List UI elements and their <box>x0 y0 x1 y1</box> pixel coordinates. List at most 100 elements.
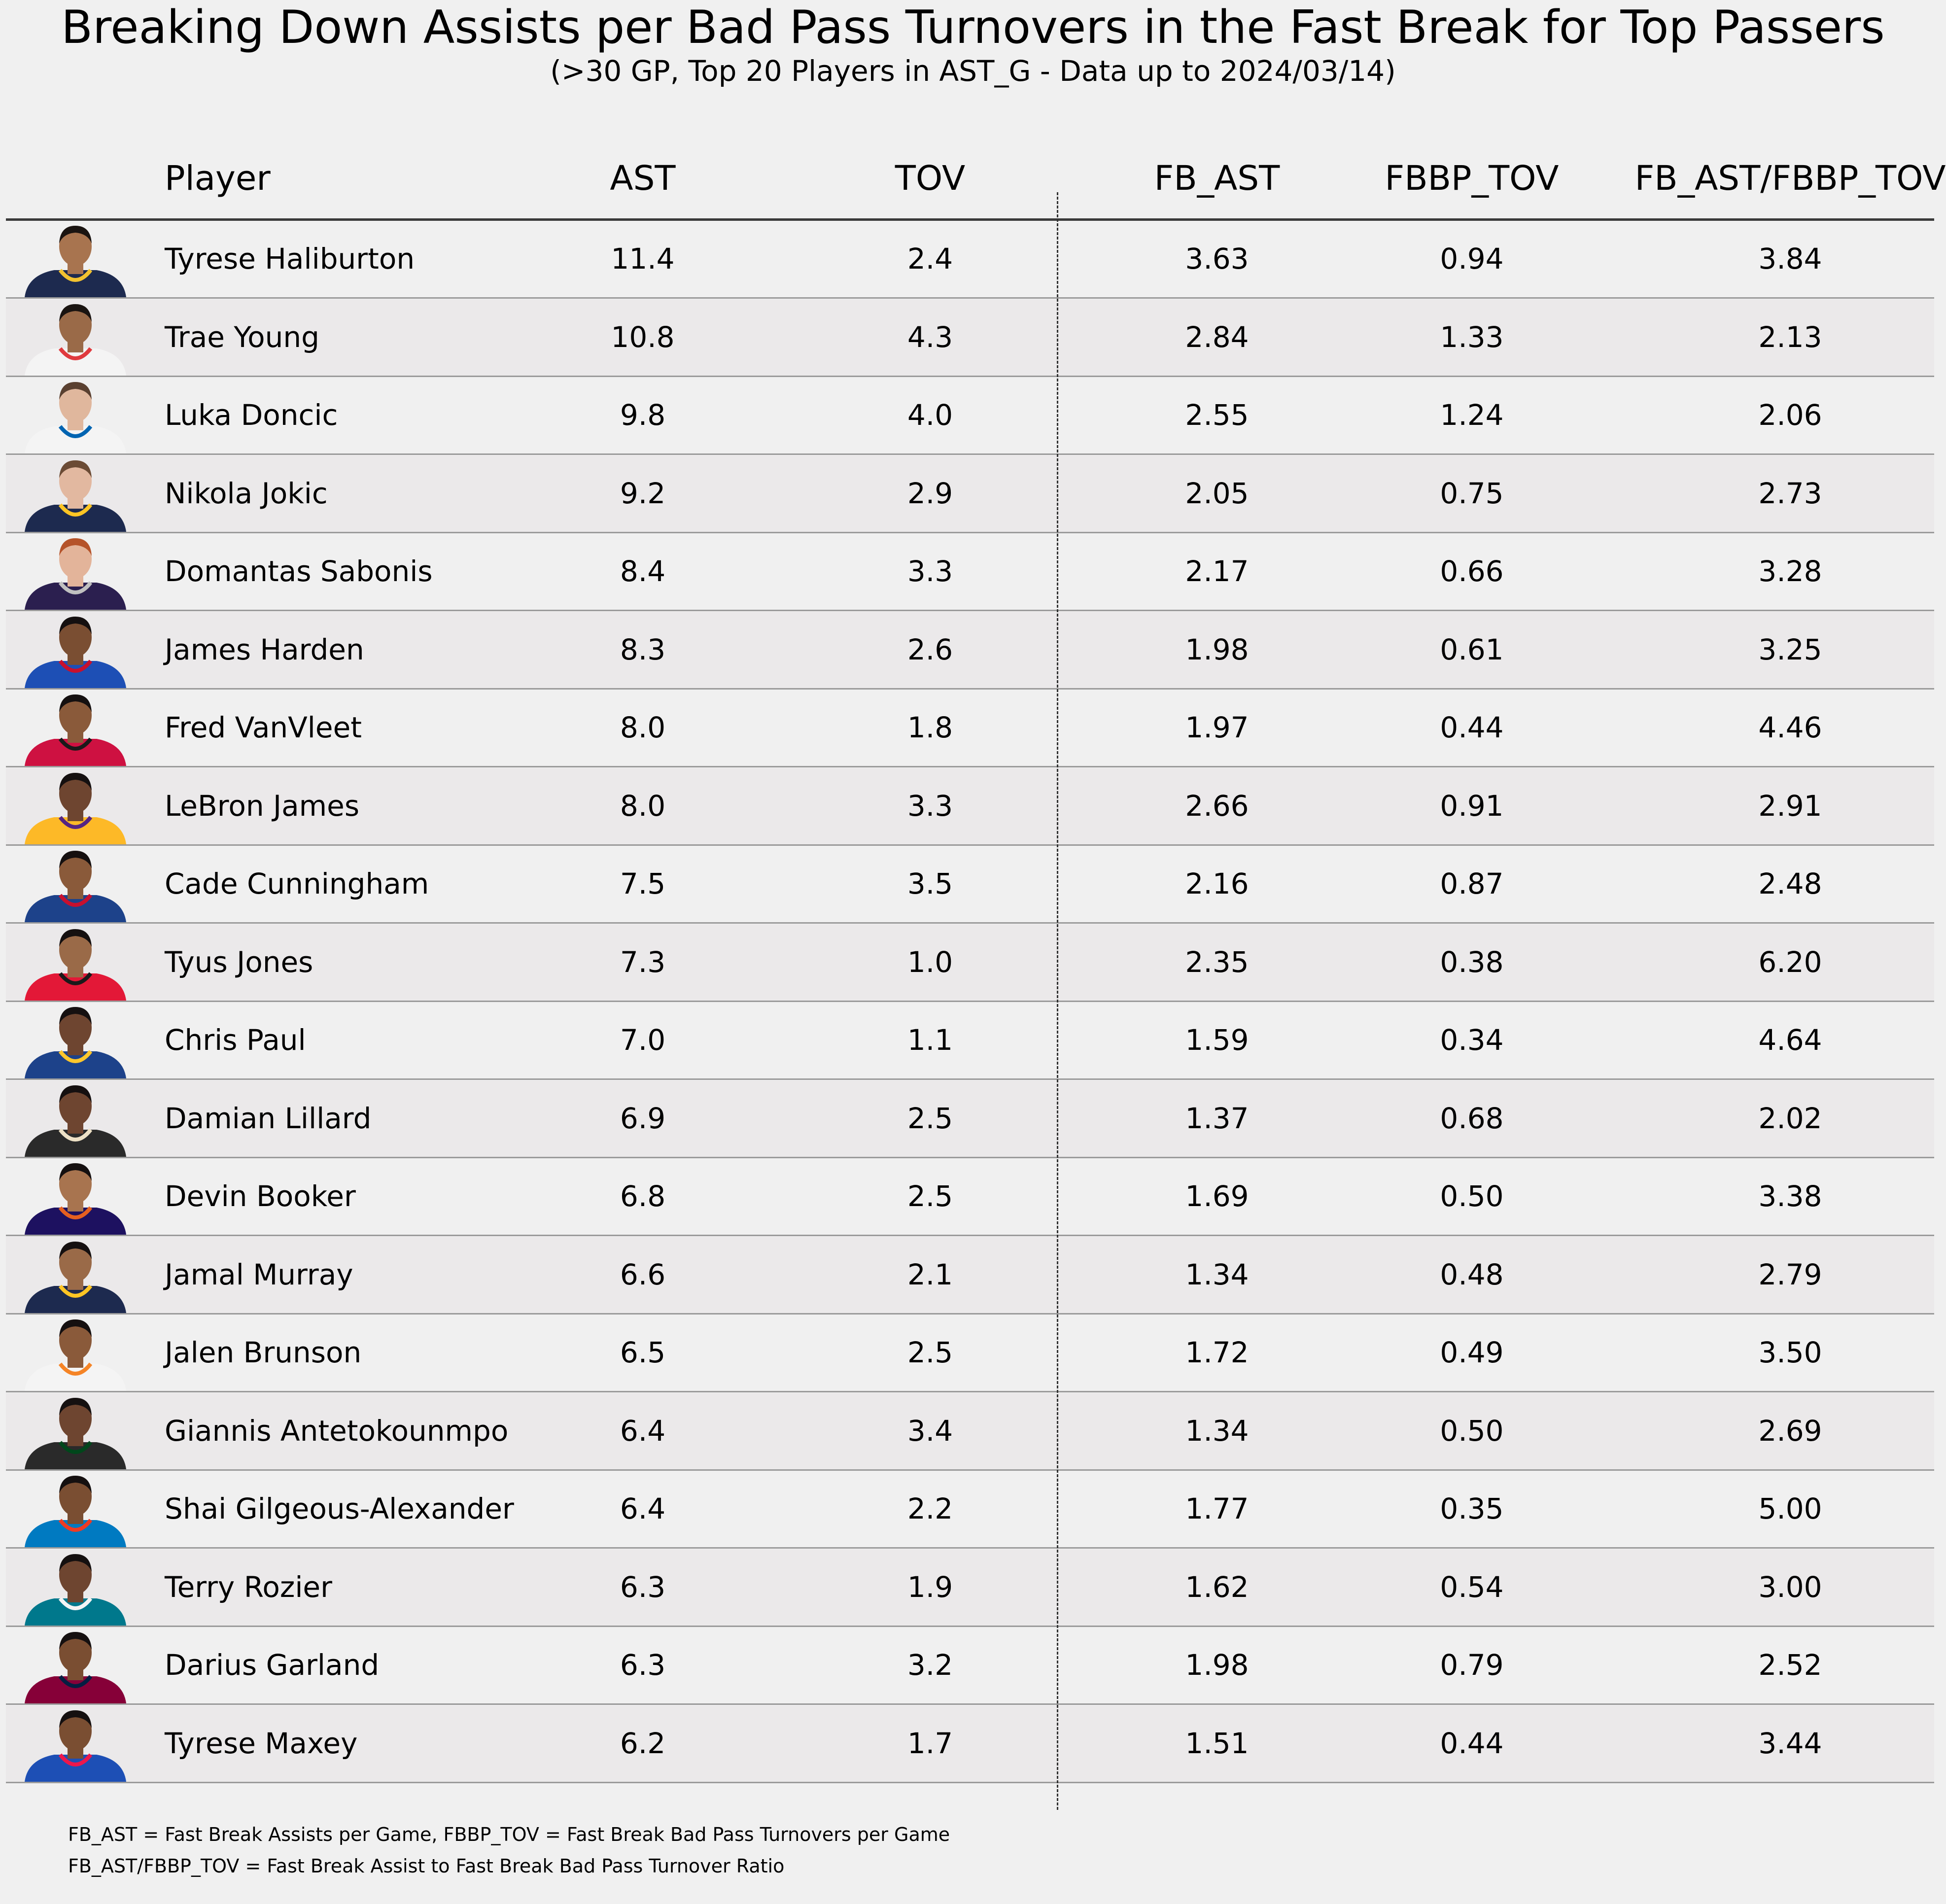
cell-fbbp-tov: 0.75 <box>1440 476 1504 510</box>
cell-tov: 2.6 <box>907 632 953 666</box>
cell-tov: 1.8 <box>907 711 953 744</box>
header-player: Player <box>165 159 271 198</box>
player-headshot <box>20 846 131 922</box>
cell-tov: 2.9 <box>907 476 953 510</box>
chart-title: Breaking Down Assists per Bad Pass Turno… <box>61 0 1885 54</box>
cell-ratio: 2.13 <box>1758 320 1822 354</box>
cell-tov: 4.3 <box>907 320 953 354</box>
table-row: Devin Booker 6.8 2.5 1.69 0.50 3.38 <box>6 1158 1934 1236</box>
cell-fb-ast: 2.84 <box>1185 320 1249 354</box>
player-headshot <box>20 455 131 532</box>
cell-fbbp-tov: 0.50 <box>1440 1179 1504 1213</box>
cell-ratio: 3.00 <box>1758 1570 1822 1604</box>
cell-ratio: 4.64 <box>1758 1023 1822 1057</box>
cell-fb-ast: 1.37 <box>1185 1101 1249 1135</box>
player-headshot <box>20 1315 131 1391</box>
cell-fbbp-tov: 0.50 <box>1440 1414 1504 1448</box>
cell-fbbp-tov: 1.24 <box>1440 398 1504 432</box>
cell-fbbp-tov: 0.94 <box>1440 242 1504 276</box>
cell-tov: 1.1 <box>907 1023 953 1057</box>
cell-fb-ast: 1.51 <box>1185 1726 1249 1760</box>
player-headshot <box>20 1237 131 1313</box>
cell-fbbp-tov: 0.91 <box>1440 789 1504 823</box>
cell-fb-ast: 1.69 <box>1185 1179 1249 1213</box>
header-rule <box>6 218 1934 221</box>
cell-player: Tyrese Maxey <box>165 1726 358 1760</box>
cell-player: Terry Rozier <box>165 1570 332 1604</box>
table-row: Darius Garland 6.3 3.2 1.98 0.79 2.52 <box>6 1627 1934 1705</box>
cell-player: Trae Young <box>165 320 319 354</box>
table-row: Jalen Brunson 6.5 2.5 1.72 0.49 3.50 <box>6 1315 1934 1392</box>
cell-fb-ast: 1.97 <box>1185 711 1249 744</box>
cell-fbbp-tov: 0.87 <box>1440 867 1504 900</box>
cell-ast: 6.3 <box>620 1648 666 1682</box>
cell-ast: 6.4 <box>620 1492 666 1525</box>
header-fb-ast: FB_AST <box>1154 159 1280 198</box>
player-headshot <box>20 768 131 844</box>
cell-fbbp-tov: 0.44 <box>1440 1726 1504 1760</box>
cell-player: Tyus Jones <box>165 945 313 979</box>
player-headshot <box>20 1627 131 1703</box>
table-row: Giannis Antetokounmpo 6.4 3.4 1.34 0.50 2.69 <box>6 1392 1934 1471</box>
cell-fb-ast: 1.34 <box>1185 1257 1249 1291</box>
player-headshot <box>20 221 131 297</box>
cell-tov: 2.4 <box>907 242 953 276</box>
cell-fbbp-tov: 0.79 <box>1440 1648 1504 1682</box>
cell-ratio: 2.02 <box>1758 1101 1822 1135</box>
player-headshot <box>20 924 131 1001</box>
cell-ast: 6.2 <box>620 1726 666 1760</box>
header-ratio: FB_AST/FBBP_TOV <box>1634 159 1946 198</box>
cell-ratio: 2.69 <box>1758 1414 1822 1448</box>
cell-ratio: 3.25 <box>1758 632 1822 666</box>
cell-fb-ast: 1.98 <box>1185 632 1249 666</box>
cell-player: Luka Doncic <box>165 398 338 432</box>
cell-tov: 2.1 <box>907 1257 953 1291</box>
cell-tov: 2.2 <box>907 1492 953 1525</box>
cell-ast: 8.0 <box>620 711 666 744</box>
table-row: Chris Paul 7.0 1.1 1.59 0.34 4.64 <box>6 1002 1934 1080</box>
cell-ast: 11.4 <box>611 242 675 276</box>
player-headshot <box>20 1080 131 1157</box>
cell-fb-ast: 2.17 <box>1185 554 1249 588</box>
cell-tov: 3.2 <box>907 1648 953 1682</box>
cell-fbbp-tov: 0.68 <box>1440 1101 1504 1135</box>
cell-player: Jalen Brunson <box>165 1336 362 1369</box>
column-divider <box>1057 192 1058 1810</box>
cell-fb-ast: 2.66 <box>1185 789 1249 823</box>
cell-ratio: 2.06 <box>1758 398 1822 432</box>
cell-ast: 6.4 <box>620 1414 666 1448</box>
player-headshot <box>20 1549 131 1626</box>
cell-ast: 6.8 <box>620 1179 666 1213</box>
cell-ast: 6.9 <box>620 1101 666 1135</box>
cell-fbbp-tov: 1.33 <box>1440 320 1504 354</box>
footnotes: FB_AST = Fast Break Assists per Game, FB… <box>68 1819 950 1882</box>
player-headshot <box>20 1471 131 1547</box>
cell-ratio: 2.79 <box>1758 1257 1822 1291</box>
cell-ratio: 3.28 <box>1758 554 1822 588</box>
player-headshot <box>20 690 131 766</box>
cell-ast: 9.8 <box>620 398 666 432</box>
table-row: Shai Gilgeous-Alexander 6.4 2.2 1.77 0.35 5.0… <box>6 1471 1934 1549</box>
cell-ast: 8.4 <box>620 554 666 588</box>
header-fbbp-tov: FBBP_TOV <box>1385 159 1559 198</box>
cell-player: James Harden <box>165 632 364 666</box>
cell-tov: 4.0 <box>907 398 953 432</box>
cell-player: Tyrese Haliburton <box>165 242 415 276</box>
header-tov: TOV <box>895 159 966 198</box>
cell-tov: 2.5 <box>907 1336 953 1369</box>
cell-tov: 2.5 <box>907 1101 953 1135</box>
cell-fb-ast: 1.59 <box>1185 1023 1249 1057</box>
cell-tov: 3.5 <box>907 867 953 900</box>
table-row: Jamal Murray 6.6 2.1 1.34 0.48 2.79 <box>6 1236 1934 1315</box>
cell-player: Fred VanVleet <box>165 711 362 744</box>
table-row: Tyus Jones 7.3 1.0 2.35 0.38 6.20 <box>6 924 1934 1002</box>
cell-fbbp-tov: 0.54 <box>1440 1570 1504 1604</box>
cell-player: Giannis Antetokounmpo <box>165 1414 509 1448</box>
table-row: LeBron James 8.0 3.3 2.66 0.91 2.91 <box>6 767 1934 846</box>
player-headshot <box>20 1002 131 1078</box>
chart-subtitle: (>30 GP, Top 20 Players in AST_G - Data … <box>550 54 1396 88</box>
cell-fbbp-tov: 0.66 <box>1440 554 1504 588</box>
cell-player: LeBron James <box>165 789 360 823</box>
cell-ratio: 3.38 <box>1758 1179 1822 1213</box>
cell-player: Shai Gilgeous-Alexander <box>165 1492 514 1525</box>
